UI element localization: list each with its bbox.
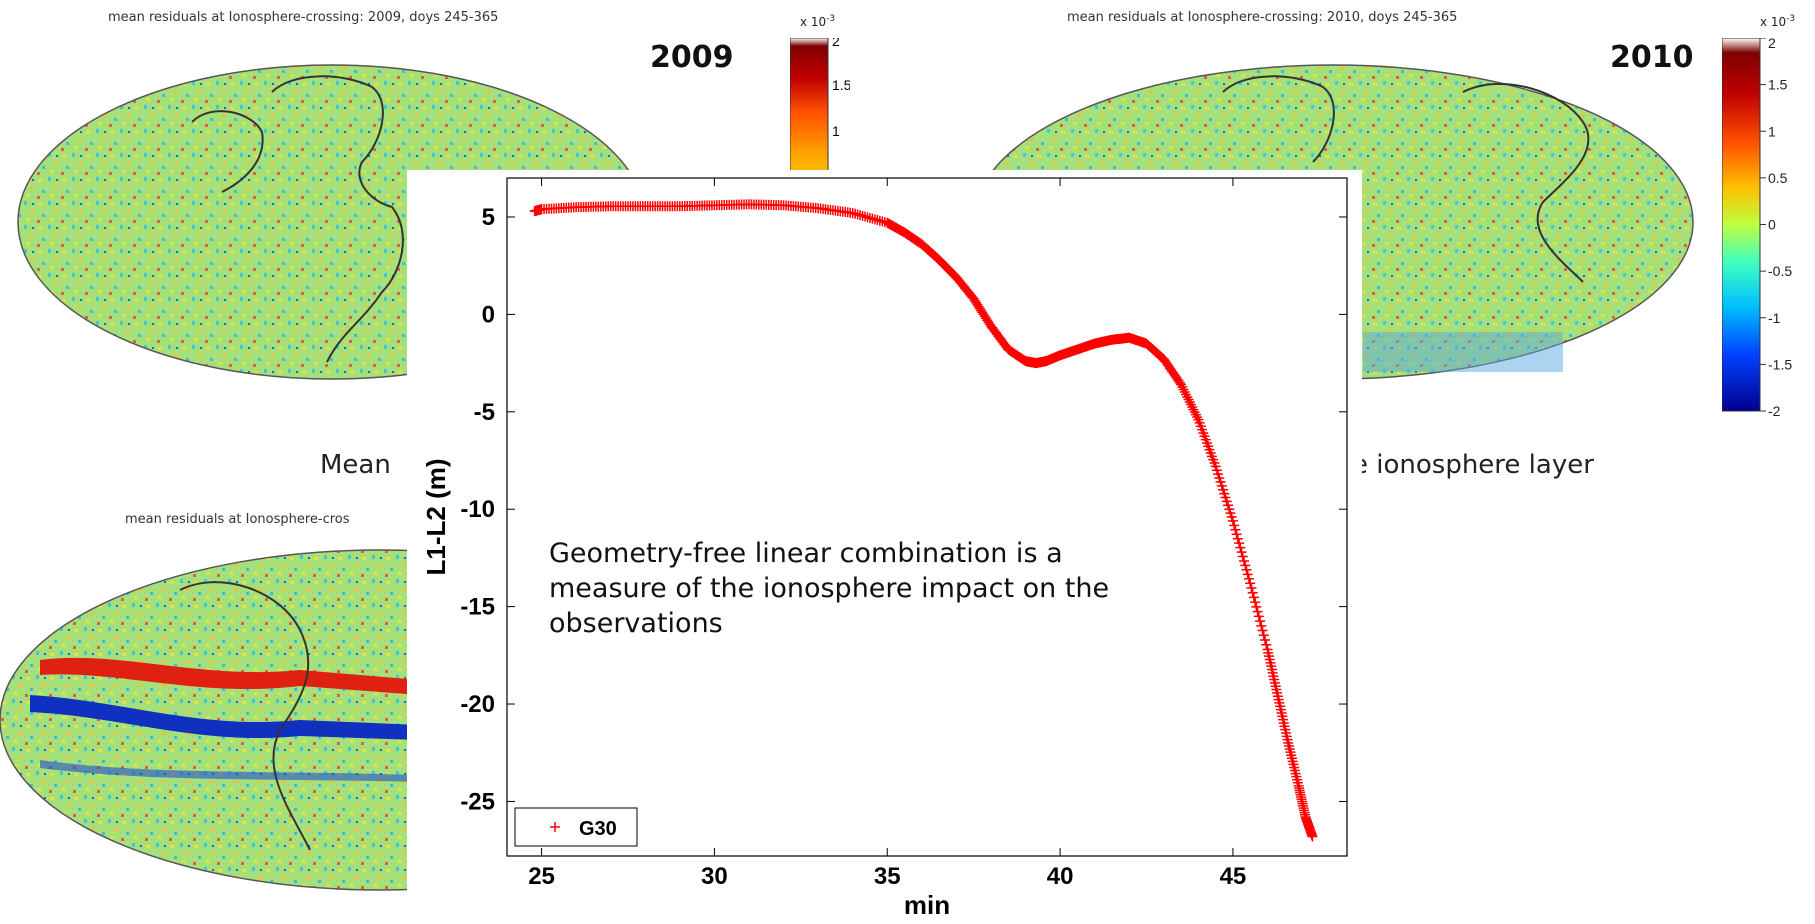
map-title-2010: mean residuals at Ionosphere-crossing: 2… <box>1067 10 1458 25</box>
data-point <box>1237 551 1248 562</box>
data-point <box>1258 630 1269 641</box>
data-point <box>1260 635 1271 646</box>
series-G30 <box>529 199 1318 842</box>
data-point <box>1176 379 1187 390</box>
y-tick-label: -15 <box>460 594 495 621</box>
data-point <box>1229 520 1240 531</box>
data-point <box>1184 397 1195 408</box>
colorbar-exponent-right: x 10-3 <box>1760 14 1796 29</box>
data-point <box>1232 533 1243 544</box>
x-tick-label: 35 <box>874 863 901 890</box>
data-point <box>1248 592 1259 603</box>
colorbar-right-tick: -1.5 <box>1768 356 1792 372</box>
data-point <box>1182 392 1193 403</box>
y-tick-label: -20 <box>460 691 495 718</box>
y-tick-label: -25 <box>460 788 495 815</box>
colorbar-right-tick: -0.5 <box>1768 263 1792 279</box>
data-point <box>1242 569 1253 580</box>
legend-marker <box>550 822 560 832</box>
map-title-third: mean residuals at Ionosphere-cros <box>125 512 350 527</box>
data-point <box>1253 611 1264 622</box>
data-point <box>1177 382 1188 393</box>
colorbar-left-tick: 1 <box>832 123 840 139</box>
y-tick-label: 5 <box>482 204 495 231</box>
data-point <box>1189 407 1200 418</box>
antarctic-noise <box>1363 332 1563 372</box>
data-point <box>1230 524 1241 535</box>
main-chart-panel: 25 30 35 40 45 5 0 -5 -10 -15 -20 -25 min L1-L2 (m) G3… <box>407 170 1362 920</box>
data-point <box>1255 616 1266 627</box>
y-tick-label: -5 <box>474 399 495 426</box>
legend-box <box>514 807 638 847</box>
data-point <box>1257 625 1268 636</box>
data-point <box>1261 639 1272 650</box>
continent-outline <box>191 75 404 363</box>
data-point <box>1239 555 1250 566</box>
x-tick-label: 30 <box>701 863 728 890</box>
world-map-third <box>0 549 420 891</box>
x-tick-label: 40 <box>1047 863 1074 890</box>
data-point <box>1243 573 1254 584</box>
colorbar-left: 2 1.5 1 <box>790 38 850 173</box>
data-point <box>1247 587 1258 598</box>
colorbar-right-tick: -2 <box>1768 403 1781 418</box>
data-point <box>1256 620 1267 631</box>
data-point <box>1190 409 1201 420</box>
ionosphere-band-blue <box>30 695 420 740</box>
legend-label: G30 <box>579 818 617 840</box>
colorbar-right-tick: 0.5 <box>1768 170 1788 186</box>
data-point <box>1183 394 1194 405</box>
map-title-2009: mean residuals at Ionosphere-crossing: 2… <box>108 10 499 25</box>
caption-right: e ionosphere layer <box>1352 450 1594 480</box>
x-tick-label: 45 <box>1220 863 1247 890</box>
data-point <box>1250 597 1261 608</box>
overlay-text: Geometry-free linear combination is a me… <box>549 538 1110 639</box>
x-axis-label: min <box>904 890 950 919</box>
data-point <box>1231 529 1242 540</box>
data-point <box>1235 542 1246 553</box>
continent-outline <box>1222 75 1590 283</box>
ionosphere-band-blue-lower <box>40 760 420 782</box>
data-point <box>1181 389 1192 400</box>
data-point <box>1174 377 1185 388</box>
data-point <box>1178 384 1189 395</box>
data-point <box>1236 547 1247 558</box>
data-point <box>1192 412 1203 423</box>
plot-area <box>506 177 1348 857</box>
colorbar-right-tick: -1 <box>1768 310 1781 326</box>
data-point <box>1188 404 1199 415</box>
data-point <box>1179 387 1190 398</box>
colorbar-exponent-left: x 10-3 <box>800 14 836 29</box>
colorbar-right-tick: 0 <box>1768 217 1776 233</box>
data-point <box>1246 582 1257 593</box>
data-point <box>1245 578 1256 589</box>
caption-left: Mean <box>320 450 391 480</box>
y-tick-label: -10 <box>460 496 495 523</box>
colorbar-left-tick: 1.5 <box>832 77 850 93</box>
ionosphere-band-red <box>40 657 420 695</box>
colorbar-right: 2 1.5 1 0.5 0 -0.5 -1 -1.5 -2 <box>1722 38 1792 418</box>
y-axis-label: L1-L2 (m) <box>421 459 451 576</box>
year-label-2010: 2010 <box>1610 40 1694 75</box>
data-point <box>1241 564 1252 575</box>
data-point <box>1227 515 1238 526</box>
data-point <box>1185 399 1196 410</box>
data-point <box>1307 831 1318 842</box>
colorbar-left-tick: 2 <box>832 38 840 49</box>
data-point <box>1234 538 1245 549</box>
y-tick-label: 0 <box>482 301 495 328</box>
continent-outline <box>179 581 311 851</box>
colorbar-right-tick: 2 <box>1768 38 1776 51</box>
data-point <box>1240 560 1251 571</box>
year-label-2009: 2009 <box>650 40 734 75</box>
legend: G30 <box>514 807 638 847</box>
colorbar-right-tick: 1 <box>1768 123 1776 139</box>
data-point <box>1187 402 1198 413</box>
colorbar-right-tick: 1.5 <box>1768 77 1788 93</box>
x-tick-label: 25 <box>528 863 555 890</box>
data-point <box>1252 606 1263 617</box>
data-point <box>1251 601 1262 612</box>
